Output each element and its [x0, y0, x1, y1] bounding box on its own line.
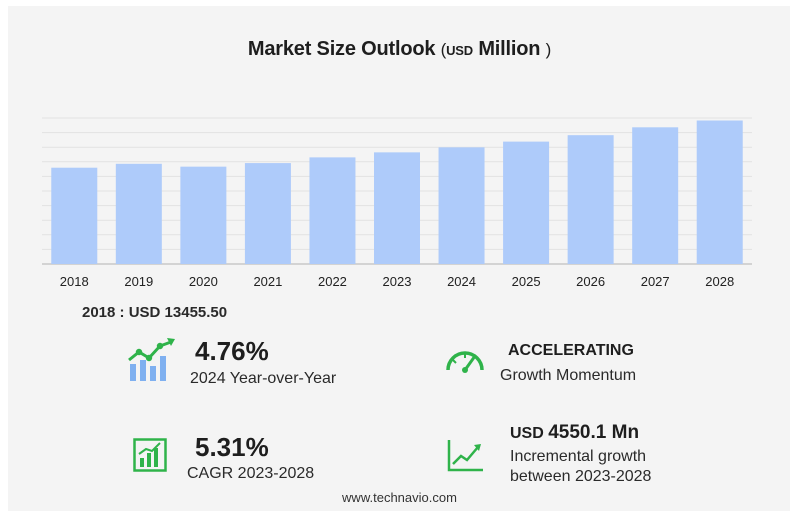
bar-2027 [632, 127, 679, 264]
title-unit: USD [446, 43, 473, 58]
title-paren-close: ) [545, 40, 552, 59]
growth-bars-icon [128, 338, 175, 381]
incremental-prefix: USD [510, 425, 544, 442]
yoy-label: 2024 Year-over-Year [190, 370, 337, 387]
title-main: Market Size Outlook [247, 38, 436, 60]
bar-chart: 2018 2019 2020 2021 2022 2023 2024 2025 2026 2027… [42, 117, 752, 289]
incremental-value: USD 4550.1 Mn [510, 422, 639, 444]
title-paren-open: ( [440, 40, 447, 59]
x-tick-label-2027: 2027 [641, 274, 670, 289]
incremental-label-1: Incremental growth [510, 448, 647, 465]
momentum-title: ACCELERATING [508, 342, 634, 359]
bar-2025 [503, 141, 550, 264]
bar-2028 [696, 120, 743, 264]
speedometer-icon [446, 351, 484, 373]
incremental-label-2: between 2023-2028 [510, 468, 652, 485]
bar-2021 [244, 163, 291, 264]
x-tick-label-2028: 2028 [705, 274, 734, 289]
x-tick-label-2018: 2018 [60, 274, 89, 289]
incremental-number: 4550.1 Mn [548, 422, 640, 443]
title-unit-word: Million [478, 38, 541, 60]
source-footer: www.technavio.com [342, 490, 457, 505]
momentum-label: Growth Momentum [500, 367, 637, 384]
cagr-value: 5.31% [195, 432, 269, 462]
bar-2024 [438, 147, 485, 264]
x-tick-label-2023: 2023 [383, 274, 412, 289]
bar-chart-icon [133, 438, 167, 472]
bar-2022 [309, 157, 356, 264]
bar-2026 [567, 135, 614, 264]
chart-title: Market Size Outlook (USD Million ) [0, 38, 799, 61]
x-tick-label-2019: 2019 [124, 274, 153, 289]
yoy-value: 4.76% [195, 336, 269, 366]
x-tick-label-2022: 2022 [318, 274, 347, 289]
x-tick-label-2026: 2026 [576, 274, 605, 289]
line-chart-icon [447, 440, 483, 472]
x-tick-label-2024: 2024 [447, 274, 476, 289]
bar-2023 [374, 152, 420, 264]
x-tick-label-2021: 2021 [253, 274, 282, 289]
bar-2020 [180, 166, 227, 264]
bar-2019 [115, 163, 162, 264]
cagr-label: CAGR 2023-2028 [187, 465, 315, 482]
bar-2018 [51, 167, 98, 264]
x-tick-label-2020: 2020 [189, 274, 218, 289]
x-tick-label-2025: 2025 [512, 274, 541, 289]
base-year-value: 2018 : USD 13455.50 [82, 304, 228, 321]
